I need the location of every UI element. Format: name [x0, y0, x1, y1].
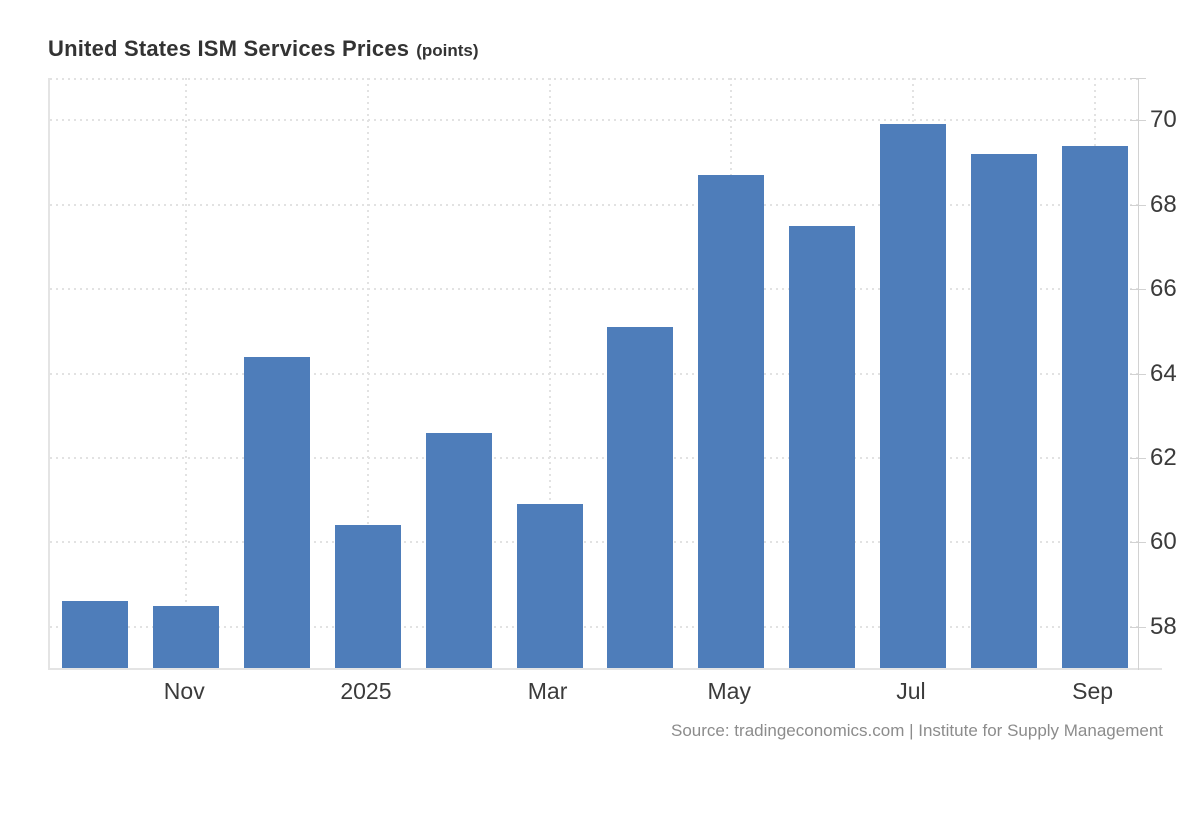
y-tick-58	[1130, 626, 1146, 628]
bar-jan-2025	[334, 525, 401, 669]
gridline-y-64	[50, 372, 1140, 375]
gridline-y-58	[50, 625, 1140, 628]
y-tick-label-62: 62	[1150, 443, 1177, 471]
x-tick-label-2025: 2025	[340, 678, 392, 704]
bar-apr-2025	[607, 327, 674, 669]
bar-jun-2025	[789, 225, 856, 669]
gridline-y-62	[50, 456, 1140, 459]
y-tick-66	[1130, 289, 1146, 291]
y-tick-label-58: 58	[1150, 612, 1177, 640]
y-tick-60	[1130, 542, 1146, 544]
y-tick-62	[1130, 457, 1146, 459]
x-tick-label-Sep: Sep	[1072, 678, 1114, 704]
x-tick-label-May: May	[707, 678, 751, 704]
bar-sep-2025	[1061, 145, 1128, 669]
y-tick-label-60: 60	[1150, 528, 1177, 556]
plot-area	[48, 78, 1140, 669]
y-tick-64	[1130, 373, 1146, 375]
gridline-x-2025	[366, 78, 369, 669]
chart-header: United States ISM Services Prices (point…	[48, 36, 479, 62]
y-axis-top-tick	[1130, 78, 1146, 79]
bar-may-2025	[698, 175, 765, 669]
source-attribution: Source: tradingeconomics.com | Institute…	[671, 721, 1163, 740]
bar-nov-2024	[153, 605, 220, 669]
y-tick-label-66: 66	[1150, 275, 1177, 303]
x-tick-label-Jul: Jul	[896, 678, 926, 704]
x-tick-label-Mar: Mar	[527, 678, 568, 704]
y-tick-label-70: 70	[1150, 106, 1177, 134]
y-tick-label-68: 68	[1150, 190, 1177, 218]
gridline-y-68	[50, 203, 1140, 206]
bar-feb-2025	[425, 432, 492, 669]
bar-mar-2025	[516, 504, 583, 669]
page-title-unit: (points)	[416, 41, 479, 60]
y-tick-68	[1130, 204, 1146, 206]
y-tick-70	[1130, 120, 1146, 122]
y-tick-label-64: 64	[1150, 359, 1177, 387]
x-tick-label-Nov: Nov	[163, 678, 205, 704]
gridline-x-Nov	[185, 78, 188, 669]
plot-top-border	[50, 78, 1140, 80]
gridline-x-Mar	[548, 78, 551, 669]
bar-jul-2025	[879, 124, 946, 669]
gridline-y-60	[50, 541, 1140, 544]
x-axis-line	[48, 668, 1162, 670]
page-title: United States ISM Services Prices	[48, 36, 410, 61]
bar-aug-2025	[970, 154, 1037, 669]
gridline-y-70	[50, 119, 1140, 122]
bar-dec-2024	[244, 356, 311, 669]
gridline-y-66	[50, 288, 1140, 291]
bar-oct-2024	[62, 601, 129, 669]
